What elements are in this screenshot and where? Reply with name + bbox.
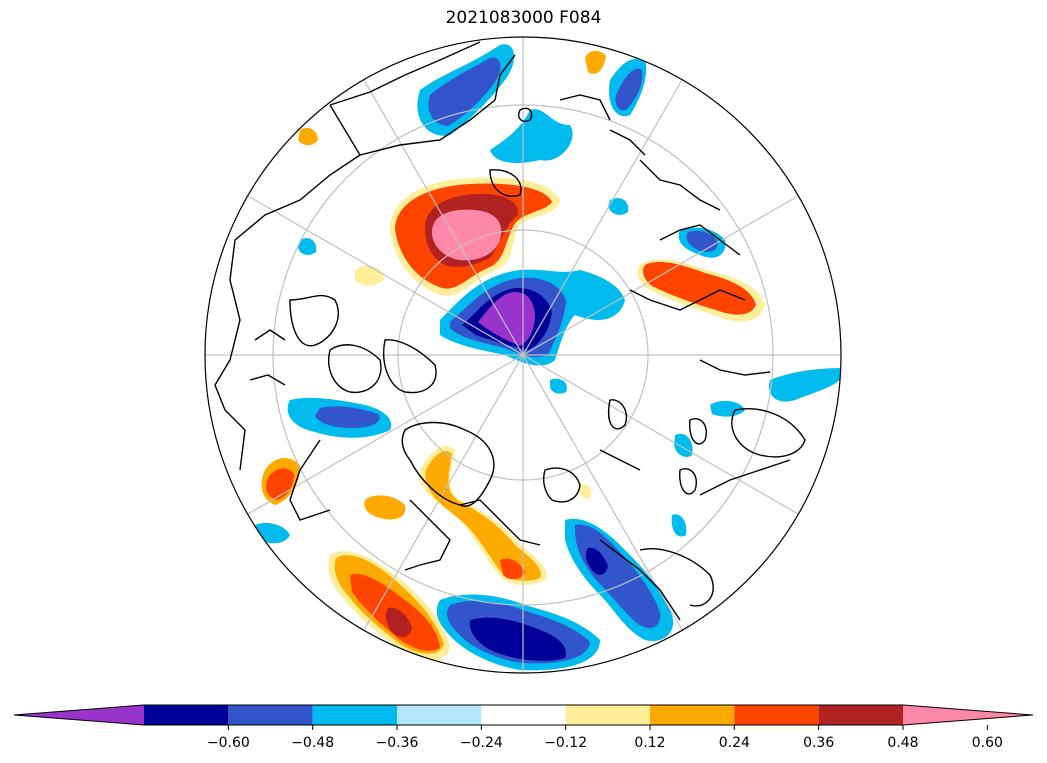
colorbar-bin xyxy=(481,705,566,725)
colorbar-tick-label: 0.36 xyxy=(803,735,834,751)
colorbar-bin xyxy=(565,705,650,725)
polar-map xyxy=(204,36,842,674)
colorbar-bin xyxy=(818,705,903,725)
colorbar-bin xyxy=(228,705,313,725)
colorbar-tick-label: 0.12 xyxy=(634,735,665,751)
colorbar-bin xyxy=(734,705,819,725)
colorbar-tick-label: 0.60 xyxy=(972,735,1003,751)
colorbar-boxes xyxy=(13,704,1034,726)
anomaly-fields xyxy=(255,44,841,671)
colorbar-tick-label: −0.36 xyxy=(376,735,419,751)
colorbar-bin xyxy=(14,705,144,725)
graticule xyxy=(205,37,841,673)
colorbar-bin xyxy=(144,705,229,725)
colorbar-bin xyxy=(397,705,482,725)
coastlines xyxy=(214,41,806,621)
colorbar-tick-label: −0.48 xyxy=(291,735,334,751)
colorbar-bin xyxy=(903,705,1033,725)
colorbar: −0.60 −0.48 −0.36 −0.24 −0.12 0.12 0.24 0.36 0.4… xyxy=(13,704,1034,751)
colorbar-tick-label: −0.24 xyxy=(460,735,503,751)
map-boundary xyxy=(204,36,842,674)
colorbar-tick-label: −0.60 xyxy=(207,735,250,751)
colorbar-outline xyxy=(13,704,1034,726)
colorbar-tick-label: 0.24 xyxy=(719,735,750,751)
colorbar-ticks: −0.60 −0.48 −0.36 −0.24 −0.12 0.12 0.24 0.36 0.4… xyxy=(207,725,1003,751)
colorbar-tick-label: −0.12 xyxy=(544,735,587,751)
map-title: 2021083000 F084 xyxy=(445,8,602,28)
colorbar-tick-label: 0.48 xyxy=(887,735,918,751)
colorbar-bin xyxy=(650,705,735,725)
colorbar-bin xyxy=(312,705,397,725)
